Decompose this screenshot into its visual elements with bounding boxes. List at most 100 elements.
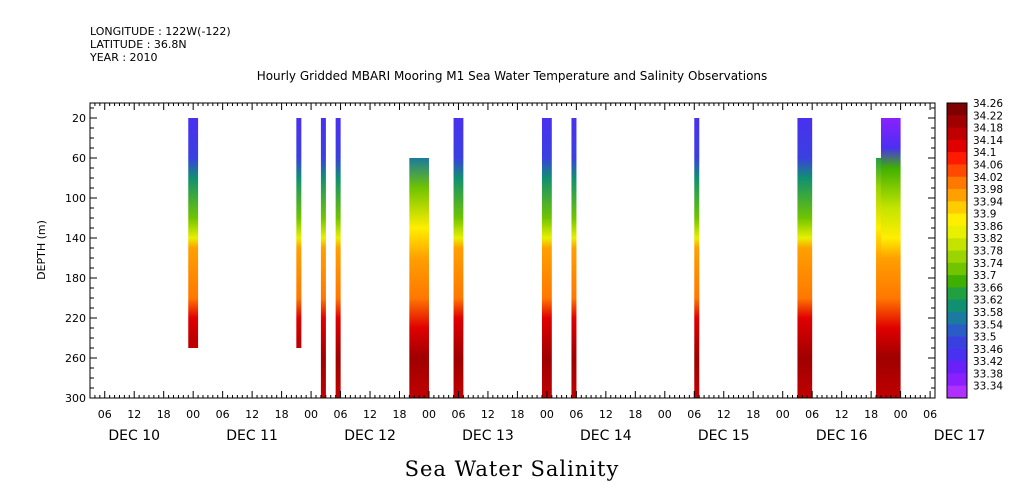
x-day-label: DEC 15 — [698, 428, 750, 444]
x-tick-label: 18 — [510, 408, 524, 421]
x-tick-label: 06 — [451, 408, 465, 421]
x-tick-label: 06 — [98, 408, 112, 421]
colorbar-label: 33.38 — [973, 368, 1003, 380]
colorbar-swatch — [947, 127, 967, 141]
data-column — [880, 118, 901, 398]
colorbar-swatch — [947, 311, 967, 325]
data-column — [694, 118, 700, 398]
x-tick-label: 12 — [717, 408, 731, 421]
x-tick-label: 06 — [923, 408, 937, 421]
colorbar-label: 33.42 — [973, 356, 1003, 368]
y-tick-label: 260 — [65, 352, 86, 365]
y-tick-label: 140 — [65, 232, 86, 245]
colorbar-swatch — [947, 238, 967, 251]
colorbar-swatch — [947, 103, 967, 116]
colorbar-swatch — [947, 115, 967, 129]
colorbar-label: 33.58 — [973, 307, 1003, 319]
colorbar-swatch — [947, 164, 967, 178]
colorbar-label: 33.7 — [973, 270, 996, 282]
data-column — [453, 118, 464, 398]
colorbar: 34.2634.2234.1834.1434.134.0634.0233.983… — [946, 98, 1003, 399]
x-tick-label: 00 — [776, 408, 790, 421]
x-tick-label: 12 — [363, 408, 377, 421]
data-columns — [188, 118, 901, 398]
y-tick-label: 220 — [65, 312, 86, 325]
colorbar-label: 33.34 — [973, 381, 1003, 393]
colorbar-swatch — [947, 324, 967, 338]
colorbar-label: 33.5 — [973, 332, 996, 344]
x-tick-label: 00 — [658, 408, 672, 421]
colorbar-label: 34.18 — [973, 123, 1003, 135]
colorbar-swatch — [947, 176, 967, 190]
x-tick-label: 06 — [334, 408, 348, 421]
y-tick-label: 20 — [72, 112, 86, 125]
colorbar-swatch — [947, 213, 967, 227]
colorbar-label: 33.94 — [973, 196, 1003, 208]
data-column — [797, 118, 813, 398]
x-tick-label: 06 — [687, 408, 701, 421]
colorbar-label: 34.26 — [973, 98, 1003, 110]
x-tick-label: 18 — [864, 408, 878, 421]
x-tick-label: 06 — [216, 408, 230, 421]
year-label: YEAR : 2010 — [89, 51, 158, 64]
x-tick-label: 06 — [569, 408, 583, 421]
x-tick-label: 18 — [393, 408, 407, 421]
longitude-label: LONGITUDE : 122W(-122) — [90, 25, 231, 38]
colorbar-swatch — [947, 225, 967, 239]
x-day-label: DEC 10 — [108, 428, 160, 444]
x-day-label: DEC 11 — [226, 428, 278, 444]
x-tick-label: 00 — [422, 408, 436, 421]
x-day-label: DEC 17 — [934, 428, 986, 444]
colorbar-swatch — [947, 361, 967, 374]
x-tick-label: 18 — [628, 408, 642, 421]
colorbar-label: 33.54 — [973, 319, 1003, 331]
colorbar-swatch — [947, 262, 967, 276]
colorbar-frame — [946, 102, 968, 399]
data-column — [876, 158, 882, 398]
colorbar-label: 33.66 — [973, 282, 1003, 294]
chart-subtitle: Sea Water Salinity — [405, 457, 620, 481]
x-tick-label: 00 — [894, 408, 908, 421]
x-tick-label: 00 — [540, 408, 554, 421]
x-tick-label: 18 — [275, 408, 289, 421]
colorbar-label: 33.74 — [973, 258, 1003, 270]
colorbar-label: 33.78 — [973, 246, 1003, 258]
y-tick-label: 100 — [65, 192, 86, 205]
colorbar-label: 33.62 — [973, 295, 1003, 307]
colorbar-swatch — [947, 139, 967, 153]
y-tick-label: 300 — [65, 392, 86, 405]
x-tick-label: 12 — [245, 408, 259, 421]
data-column — [571, 118, 577, 398]
colorbar-label: 33.46 — [973, 344, 1003, 356]
y-tick-label: 180 — [65, 272, 86, 285]
x-tick-label: 18 — [746, 408, 760, 421]
x-tick-label: 00 — [304, 408, 318, 421]
data-column — [320, 118, 326, 398]
x-day-label: DEC 13 — [462, 428, 514, 444]
colorbar-label: 34.06 — [973, 159, 1003, 171]
chart-title: Hourly Gridded MBARI Mooring M1 Sea Wate… — [257, 69, 768, 83]
colorbar-label: 33.82 — [973, 233, 1003, 245]
x-tick-label: 12 — [599, 408, 613, 421]
latitude-label: LATITUDE : 36.8N — [90, 38, 187, 51]
colorbar-swatch — [947, 299, 967, 313]
colorbar-swatch — [947, 250, 967, 264]
colorbar-swatch — [947, 201, 967, 215]
colorbar-label: 34.22 — [973, 110, 1003, 122]
colorbar-swatch — [947, 189, 967, 202]
colorbar-swatch — [947, 275, 967, 288]
x-tick-label: 18 — [157, 408, 171, 421]
colorbar-label: 34.1 — [973, 147, 996, 159]
colorbar-swatch — [947, 373, 967, 387]
x-day-label: DEC 16 — [816, 428, 868, 444]
data-column — [296, 118, 302, 348]
colorbar-label: 33.9 — [973, 209, 996, 221]
data-column — [409, 158, 429, 398]
axis-ticks: 20 60 100 140 180 220 260 300 06 12 18 00 06 12 18 00 06… — [65, 103, 985, 444]
x-tick-label: 12 — [127, 408, 141, 421]
colorbar-swatch — [947, 336, 967, 350]
colorbar-swatch — [947, 287, 967, 301]
colorbar-label: 33.86 — [973, 221, 1003, 233]
colorbar-label: 34.14 — [973, 135, 1003, 147]
